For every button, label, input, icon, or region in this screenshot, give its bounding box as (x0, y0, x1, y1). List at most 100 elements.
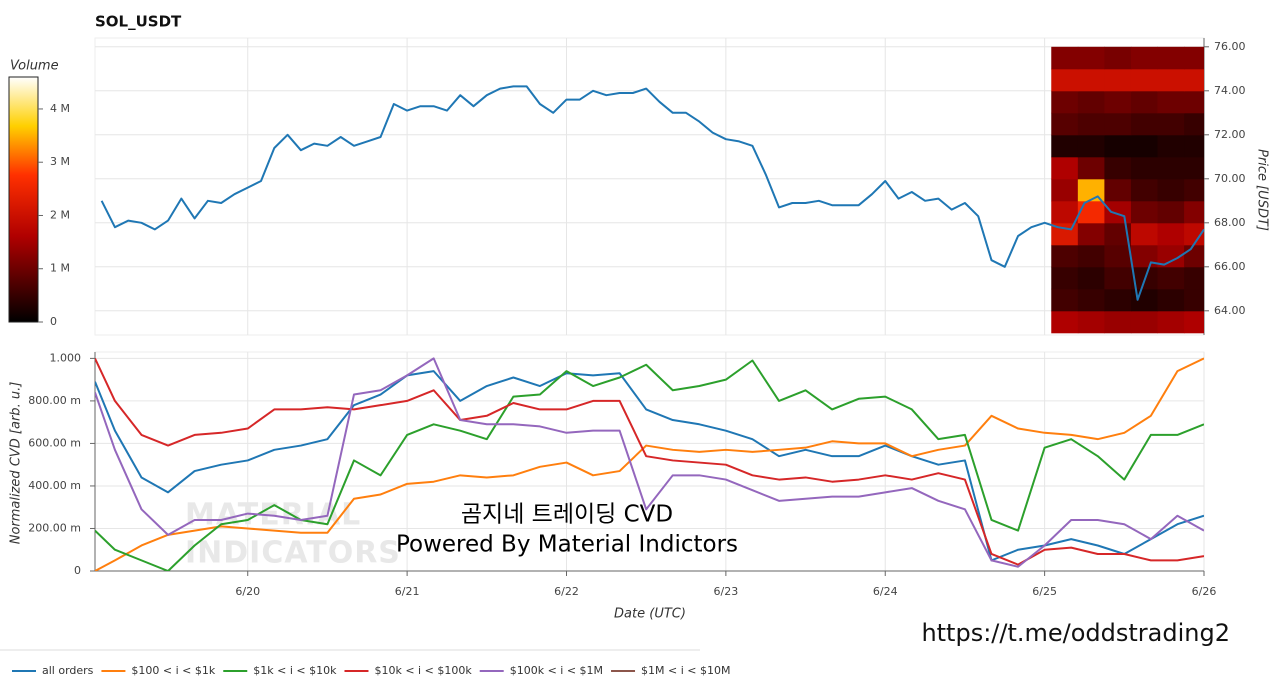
heatmap-cell (1051, 46, 1079, 70)
x-tick-label: 6/25 (1032, 585, 1057, 598)
y-tick-label: 76.00 (1214, 40, 1246, 53)
heatmap-cell (1104, 134, 1132, 158)
heatmap-cell (1051, 200, 1079, 224)
x-tick-label: 6/22 (554, 585, 579, 598)
heatmap-cell (1051, 112, 1079, 136)
heatmap-cell (1184, 266, 1204, 290)
heatmap-cell (1157, 178, 1185, 202)
legend-label: $100 < i < $1k (131, 664, 215, 677)
heatmap-cell (1051, 244, 1079, 268)
x-tick-label: 6/21 (395, 585, 420, 598)
heatmap-cell (1051, 134, 1079, 158)
x-tick-label: 6/20 (235, 585, 260, 598)
heatmap-cell (1104, 288, 1132, 312)
heatmap-cell (1077, 244, 1105, 268)
y-tick-label: 600.00 m (28, 436, 81, 449)
y-tick-label: 74.00 (1214, 84, 1246, 97)
heatmap-cell (1184, 112, 1204, 136)
heatmap-cell (1130, 288, 1159, 312)
heatmap-cell (1184, 134, 1204, 158)
heatmap-cell (1157, 90, 1185, 114)
y-tick-label: 64.00 (1214, 304, 1246, 317)
heatmap-cell (1104, 156, 1132, 180)
heatmap-cell (1077, 288, 1105, 312)
heatmap-cell (1051, 156, 1079, 180)
heatmap-cell (1184, 46, 1204, 70)
heatmap-cell (1077, 90, 1105, 114)
heatmap-cell (1077, 178, 1105, 202)
series-line (100, 85, 1204, 301)
heatmap-cell (1184, 310, 1204, 334)
heatmap-cell (1077, 310, 1105, 334)
y-tick-label: 800.00 m (28, 394, 81, 407)
legend-label: $10k < i < $100k (374, 664, 472, 677)
heatmap-cell (1104, 112, 1132, 136)
heatmap-cell (1157, 156, 1185, 180)
heatmap-cell (1077, 46, 1105, 70)
heatmap-cell (1077, 112, 1105, 136)
heatmap-cell (1130, 90, 1159, 114)
series-line (95, 357, 1204, 571)
colorbar-tick-label: 4 M (50, 102, 70, 115)
colorbar-tick-label: 3 M (50, 155, 70, 168)
y-tick-label: 68.00 (1214, 216, 1246, 229)
heatmap-cell (1157, 310, 1185, 334)
watermark: INDICATORS (185, 536, 401, 571)
colorbar-tick-label: 0 (50, 315, 57, 328)
heatmap-cell (1077, 68, 1105, 92)
heatmap-cell (1184, 68, 1204, 92)
y-axis-label: Price [USDT] (1255, 149, 1270, 231)
heatmap-cell (1104, 266, 1132, 290)
heatmap-cell (1184, 90, 1204, 114)
heatmap-cell (1104, 68, 1132, 92)
heatmap-cell (1077, 200, 1105, 224)
heatmap-cell (1104, 222, 1132, 246)
y-tick-label: 400.00 m (28, 479, 81, 492)
plot-layer (100, 46, 1204, 334)
x-axis-label: Date (UTC) (614, 607, 686, 622)
heatmap-cell (1184, 200, 1204, 224)
heatmap-cell (1184, 244, 1204, 268)
annotation: 곰지네 트레이딩 CVD (461, 502, 673, 528)
chart-title: SOL_USDT (95, 13, 182, 31)
heatmap-cell (1157, 288, 1185, 312)
heatmap-cell (1051, 178, 1079, 202)
heatmap-cell (1051, 90, 1079, 114)
heatmap-cell (1157, 244, 1185, 268)
heatmap-cell (1104, 46, 1132, 70)
heatmap-cell (1077, 134, 1105, 158)
heatmap-cell (1130, 178, 1159, 202)
heatmap-cell (1157, 68, 1185, 92)
heatmap-cell (1104, 200, 1132, 224)
heatmap-cell (1130, 222, 1159, 246)
annotation: Powered By Material Indictors (396, 532, 738, 558)
heatmap-cell (1130, 310, 1159, 334)
heatmap-cell (1184, 288, 1204, 312)
heatmap-cell (1130, 112, 1159, 136)
colorbar-label: Volume (10, 59, 59, 74)
heatmap-cell (1157, 222, 1185, 246)
legend-label: all orders (42, 664, 94, 677)
y-tick-label: 0 (74, 564, 81, 577)
x-tick-label: 6/23 (714, 585, 739, 598)
heatmap-cell (1157, 134, 1185, 158)
heatmap-cell (1130, 46, 1159, 70)
y-axis-label: Normalized CVD [arb. u.] (9, 382, 24, 545)
heatmap-cell (1077, 156, 1105, 180)
colorbar-tick-label: 1 M (50, 262, 70, 275)
legend-label: $100k < i < $1M (510, 664, 603, 677)
y-tick-label: 1.000 (50, 351, 82, 364)
heatmap-cell (1184, 178, 1204, 202)
y-tick-label: 72.00 (1214, 128, 1246, 141)
heatmap-cell (1051, 310, 1079, 334)
heatmap-cell (1130, 244, 1159, 268)
series-line (95, 357, 1204, 568)
series-line (95, 359, 1204, 571)
footer-link[interactable]: https://t.me/oddstrading2 (921, 619, 1230, 647)
colorbar-tick-label: 2 M (50, 208, 70, 221)
x-tick-label: 6/24 (873, 585, 898, 598)
heatmap-cell (1130, 68, 1159, 92)
heatmap-cell (1130, 134, 1159, 158)
